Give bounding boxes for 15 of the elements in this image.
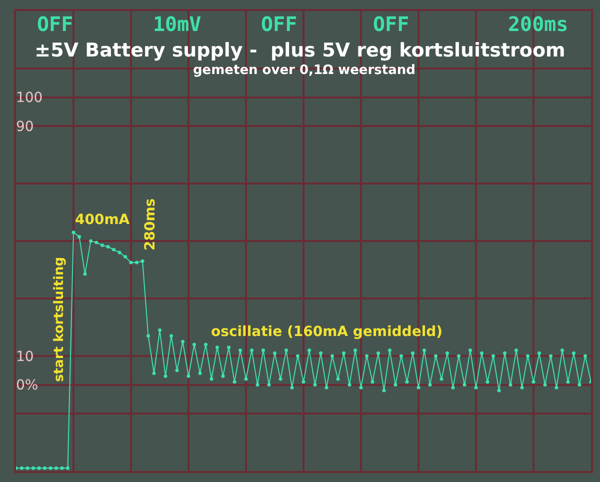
annotation: 280ms bbox=[142, 198, 159, 251]
text: gemeten over 0,1Ω weerstand bbox=[193, 63, 416, 78]
annotation: 10mV bbox=[153, 12, 202, 36]
annotation: OFF bbox=[373, 12, 410, 36]
text: ±5V Battery supply - plus 5V reg kortsluitstroom bbox=[34, 40, 566, 62]
y-tick-label: 100 bbox=[16, 90, 43, 106]
y-tick-label: 0% bbox=[16, 378, 38, 394]
annotation: 200ms bbox=[508, 12, 568, 36]
annotation: 400mA bbox=[75, 212, 130, 228]
y-tick-label: 90 bbox=[16, 118, 34, 135]
annotation: OFF bbox=[261, 12, 298, 36]
annotation: start kortsluiting bbox=[52, 256, 67, 382]
annotation: oscillatie (160mA gemiddeld) bbox=[211, 324, 443, 340]
annotation: OFF bbox=[37, 12, 74, 36]
y-tick-label: 10 bbox=[16, 348, 34, 365]
